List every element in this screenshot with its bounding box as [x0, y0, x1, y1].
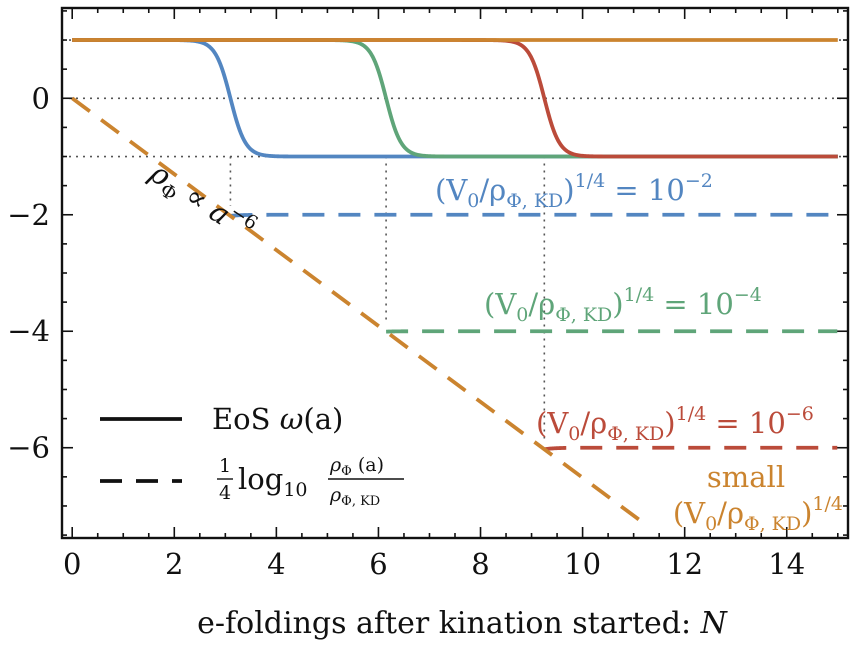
- legend-log-base: 10: [283, 479, 307, 501]
- legend-log-text: log: [238, 462, 283, 496]
- blue-label-sub0: 0: [467, 190, 479, 212]
- x-tick-label: 2: [165, 547, 183, 581]
- blue-label: (V0/ρΦ, KD)1/4 = 10−2: [435, 170, 713, 212]
- small-label-exp: 1/4: [812, 493, 843, 515]
- y-tick-label: −2: [7, 198, 50, 232]
- red-label-mid: /ρ: [580, 406, 607, 440]
- legend-frac-top-arg: (a): [352, 454, 384, 476]
- x-tick-label: 8: [471, 547, 489, 581]
- green-label-base: (V: [484, 287, 517, 321]
- legend-frac-top-sub: Φ: [341, 464, 352, 479]
- x-tick-label: 10: [564, 547, 601, 581]
- y-tick-label: 0: [32, 81, 50, 115]
- legend-frac-bot: ρΦ, KD: [329, 484, 380, 509]
- frame-ticks: [62, 8, 848, 538]
- green-label-eq: = 10: [654, 287, 734, 321]
- legend-solid-arg: (a): [303, 402, 343, 436]
- red-label-subkd: Φ, KD: [607, 423, 664, 445]
- small-label-subkd: Φ, KD: [744, 513, 801, 535]
- green-label-close: ): [612, 287, 623, 321]
- red-label-base: (V: [536, 406, 569, 440]
- blue-label-eq: = 10: [605, 173, 685, 207]
- svg-text:ρΦ ∝ a−6: ρΦ ∝ a−6: [141, 152, 262, 251]
- legend-solid-text: EoS: [212, 402, 280, 436]
- blue-label-exp: 1/4: [575, 170, 606, 192]
- legend-solid-label: EoS ω(a): [212, 402, 343, 436]
- green-label-subkd: Φ, KD: [555, 304, 612, 326]
- blue-label-subkd: Φ, KD: [506, 190, 563, 212]
- red-label: (V0/ρΦ, KD)1/4 = 10−6: [536, 403, 814, 445]
- small-label-mid: /ρ: [717, 496, 744, 530]
- green-label-mid: /ρ: [528, 287, 555, 321]
- plot-frame: [60, 6, 850, 540]
- y-tick-label: −4: [7, 314, 50, 348]
- small-label-base: (V: [673, 496, 706, 530]
- legend-half-den: 4: [219, 482, 231, 504]
- legend-solid-omega: ω: [280, 402, 304, 436]
- x-tick-label: 0: [63, 547, 81, 581]
- green-label: (V0/ρΦ, KD)1/4 = 10−4: [484, 284, 762, 326]
- legend-frac-top: ρΦ (a): [329, 454, 384, 479]
- x-tick-label: 12: [666, 547, 703, 581]
- small-word: small: [707, 460, 785, 494]
- green-label-pow: −4: [734, 284, 762, 306]
- x-axis-title-text: e-foldings after kination started:: [197, 606, 700, 641]
- small-label-sub0: 0: [705, 513, 717, 535]
- x-tick-label: 6: [369, 547, 387, 581]
- red-label-eq: = 10: [706, 406, 786, 440]
- x-tick-label: 14: [768, 547, 805, 581]
- red-label-pow: −6: [786, 403, 814, 425]
- small-label: (V0/ρΦ, KD)1/4: [673, 493, 843, 535]
- x-axis-title-var: N: [700, 606, 729, 641]
- legend-frac-top-rho: ρ: [329, 454, 342, 476]
- scaling-annotation: ρΦ ∝ a−6: [141, 152, 262, 251]
- red-label-exp: 1/4: [676, 403, 707, 425]
- series-line-blue-dashed: [229, 212, 839, 218]
- blue-label-mid: /ρ: [479, 173, 506, 207]
- tick-labels: 0 2 4 6 8 10 12 140−2−4−6: [7, 81, 805, 581]
- green-label-exp: 1/4: [624, 284, 655, 306]
- legend-log: log10: [238, 462, 308, 501]
- series-line-red-dashed: [543, 445, 839, 452]
- blue-label-pow: −2: [685, 170, 713, 192]
- red-label-close: ): [664, 406, 675, 440]
- series-line-orange-dashed: [71, 96, 640, 521]
- small-label-close: ): [801, 496, 812, 530]
- green-label-sub0: 0: [516, 304, 528, 326]
- blue-label-base: (V: [435, 173, 468, 207]
- blue-label-close: ): [563, 173, 574, 207]
- grid-layer: [62, 39, 848, 439]
- legend-frac-bot-rho: ρ: [329, 484, 342, 506]
- legend: EoS ω(a) 1 4 log10 ρΦ (a) ρΦ, KD: [100, 402, 404, 509]
- legend-frac-bot-sub: Φ, KD: [341, 494, 380, 509]
- series-layer: [71, 38, 839, 521]
- y-tick-label: −6: [7, 431, 50, 465]
- red-label-sub0: 0: [568, 423, 580, 445]
- x-tick-label: 4: [267, 547, 285, 581]
- legend-half-num: 1: [219, 455, 231, 477]
- x-axis-title: e-foldings after kination started: N: [197, 606, 728, 641]
